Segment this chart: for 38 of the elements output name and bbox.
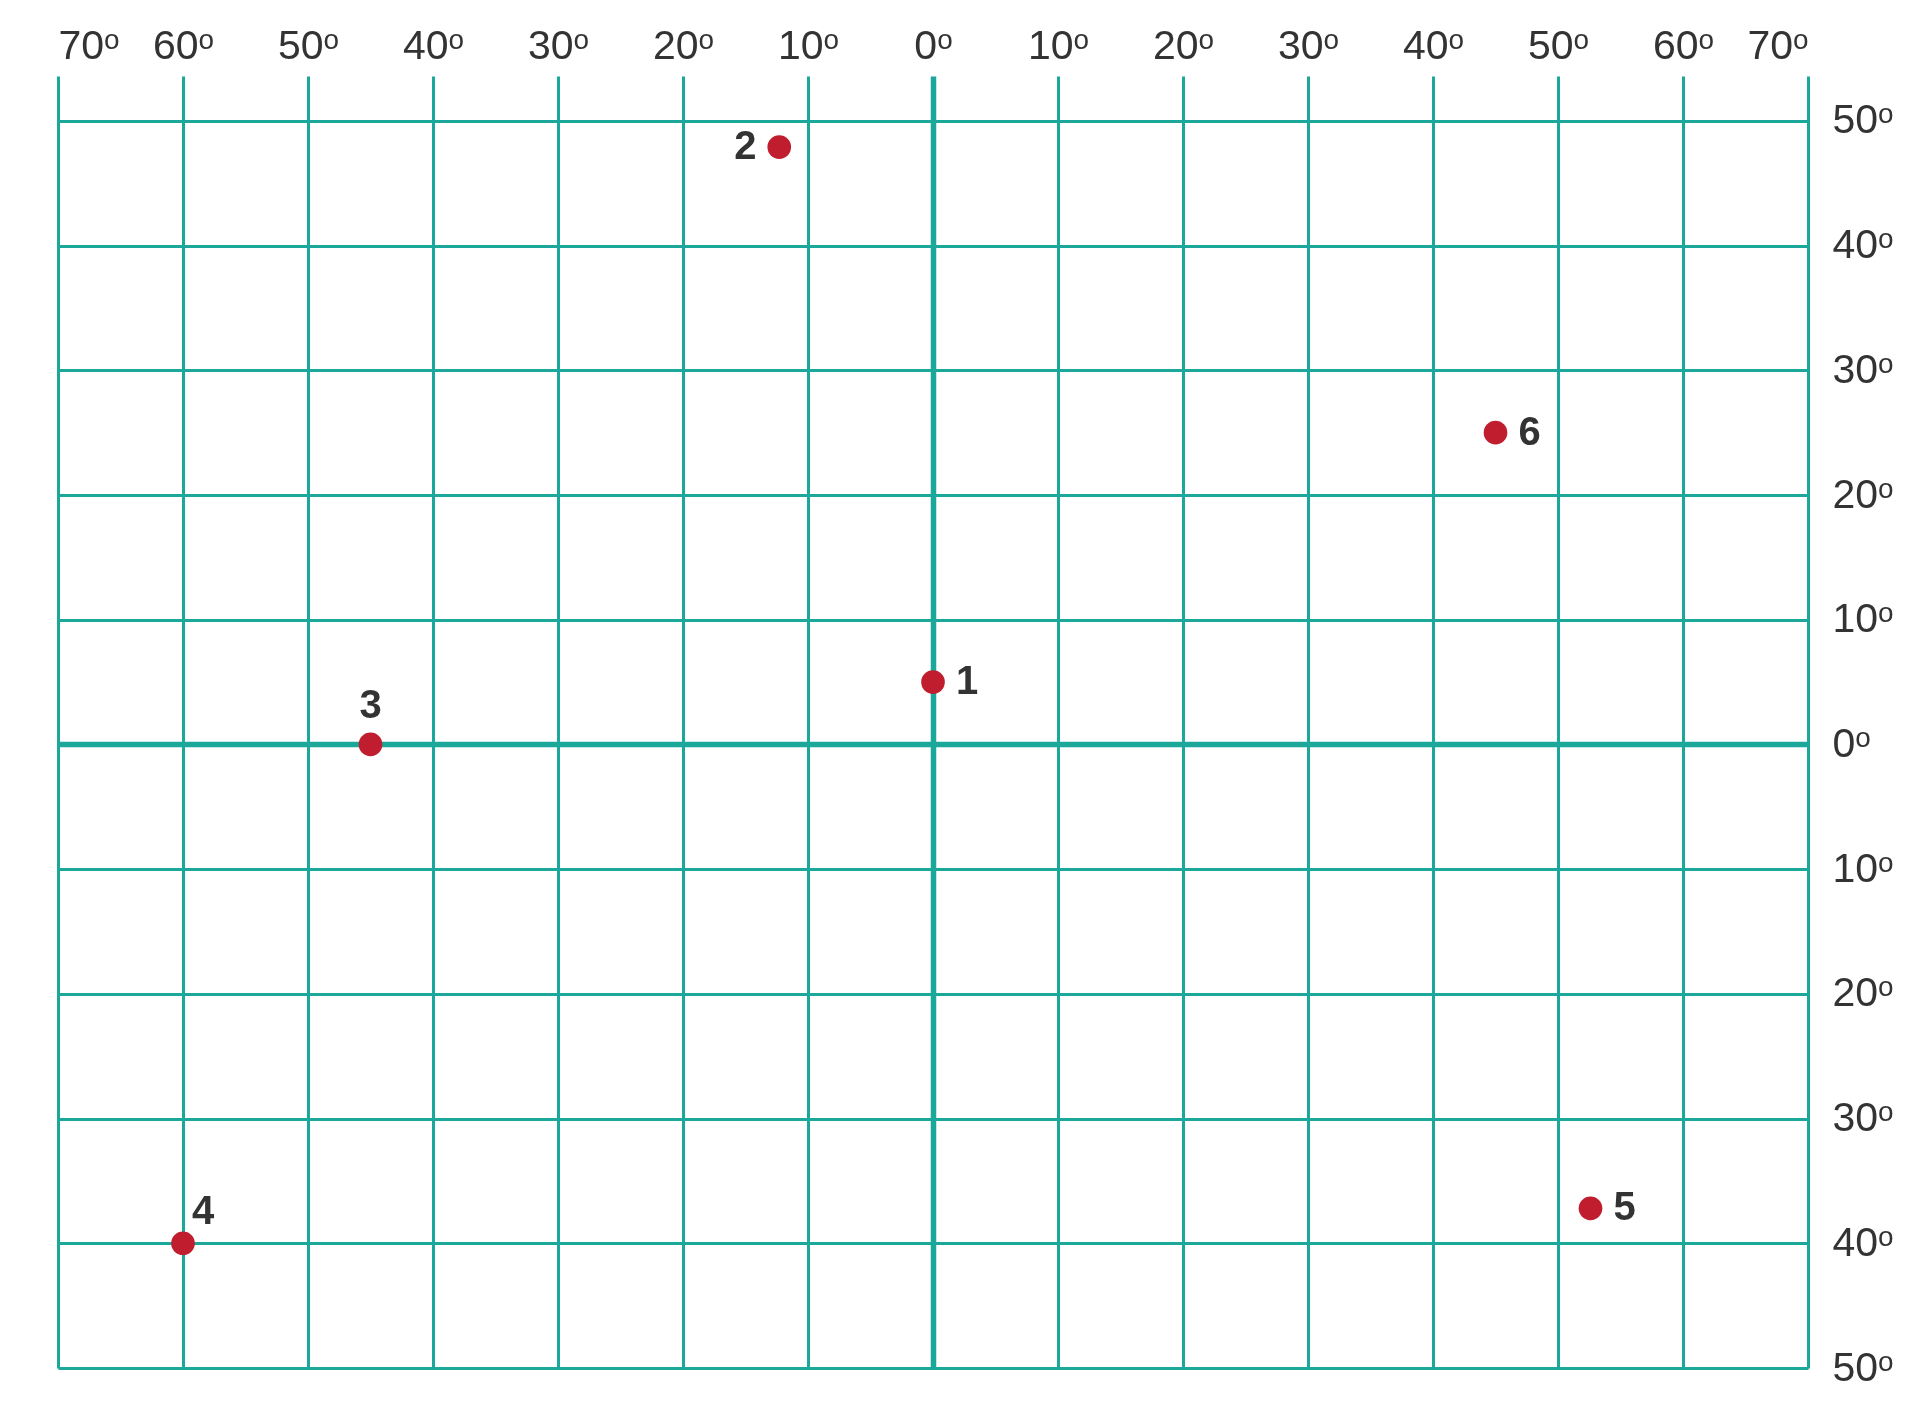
- y-tick-label: 40ᵒ: [1832, 221, 1894, 268]
- x-tick-label: 50ᵒ: [277, 21, 340, 68]
- x-tick-label: 10ᵒ: [777, 21, 840, 68]
- y-tick-label: 30ᵒ: [1832, 345, 1894, 392]
- point: [1483, 420, 1508, 445]
- x-tick-label: 60ᵒ: [1652, 21, 1715, 68]
- x-tick-label: 10ᵒ: [1027, 21, 1090, 68]
- annotation: 6: [1518, 408, 1541, 453]
- x-tick-label: 20ᵒ: [652, 21, 715, 68]
- point: [171, 1231, 195, 1256]
- x-tick-label: 40ᵒ: [402, 21, 465, 68]
- y-tick-label: 50ᵒ: [1832, 96, 1894, 143]
- annotation: 3: [359, 682, 382, 727]
- x-tick-label: 30ᵒ: [527, 21, 590, 68]
- y-tick-label: 50ᵒ: [1832, 1343, 1894, 1390]
- y-tick-label: 40ᵒ: [1832, 1218, 1894, 1265]
- annotation: 4: [191, 1188, 215, 1233]
- x-tick-label: 20ᵒ: [1152, 21, 1215, 68]
- y-tick-label: 0ᵒ: [1832, 719, 1871, 766]
- x-tick-label: 0ᵒ: [914, 21, 953, 68]
- x-tick-label: 50ᵒ: [1527, 21, 1590, 68]
- x-tick-label: 70ᵒ: [1747, 21, 1809, 68]
- y-tick-label: 30ᵒ: [1832, 1094, 1894, 1141]
- y-tick-label: 20ᵒ: [1832, 470, 1894, 517]
- annotation: 5: [1613, 1184, 1636, 1229]
- y-tick-label: 20ᵒ: [1832, 969, 1894, 1016]
- annotation: 2: [734, 123, 757, 168]
- x-tick-label: 30ᵒ: [1277, 21, 1340, 68]
- y-tick-label: 10ᵒ: [1832, 595, 1894, 642]
- annotation: 1: [955, 658, 979, 703]
- point: [767, 135, 792, 159]
- y-tick-label: 10ᵒ: [1832, 844, 1894, 891]
- point: [921, 670, 945, 694]
- x-tick-label: 70ᵒ: [58, 21, 120, 68]
- point: [1578, 1196, 1603, 1221]
- x-tick-label: 40ᵒ: [1402, 21, 1465, 68]
- x-tick-label: 60ᵒ: [152, 21, 215, 68]
- point: [358, 732, 383, 757]
